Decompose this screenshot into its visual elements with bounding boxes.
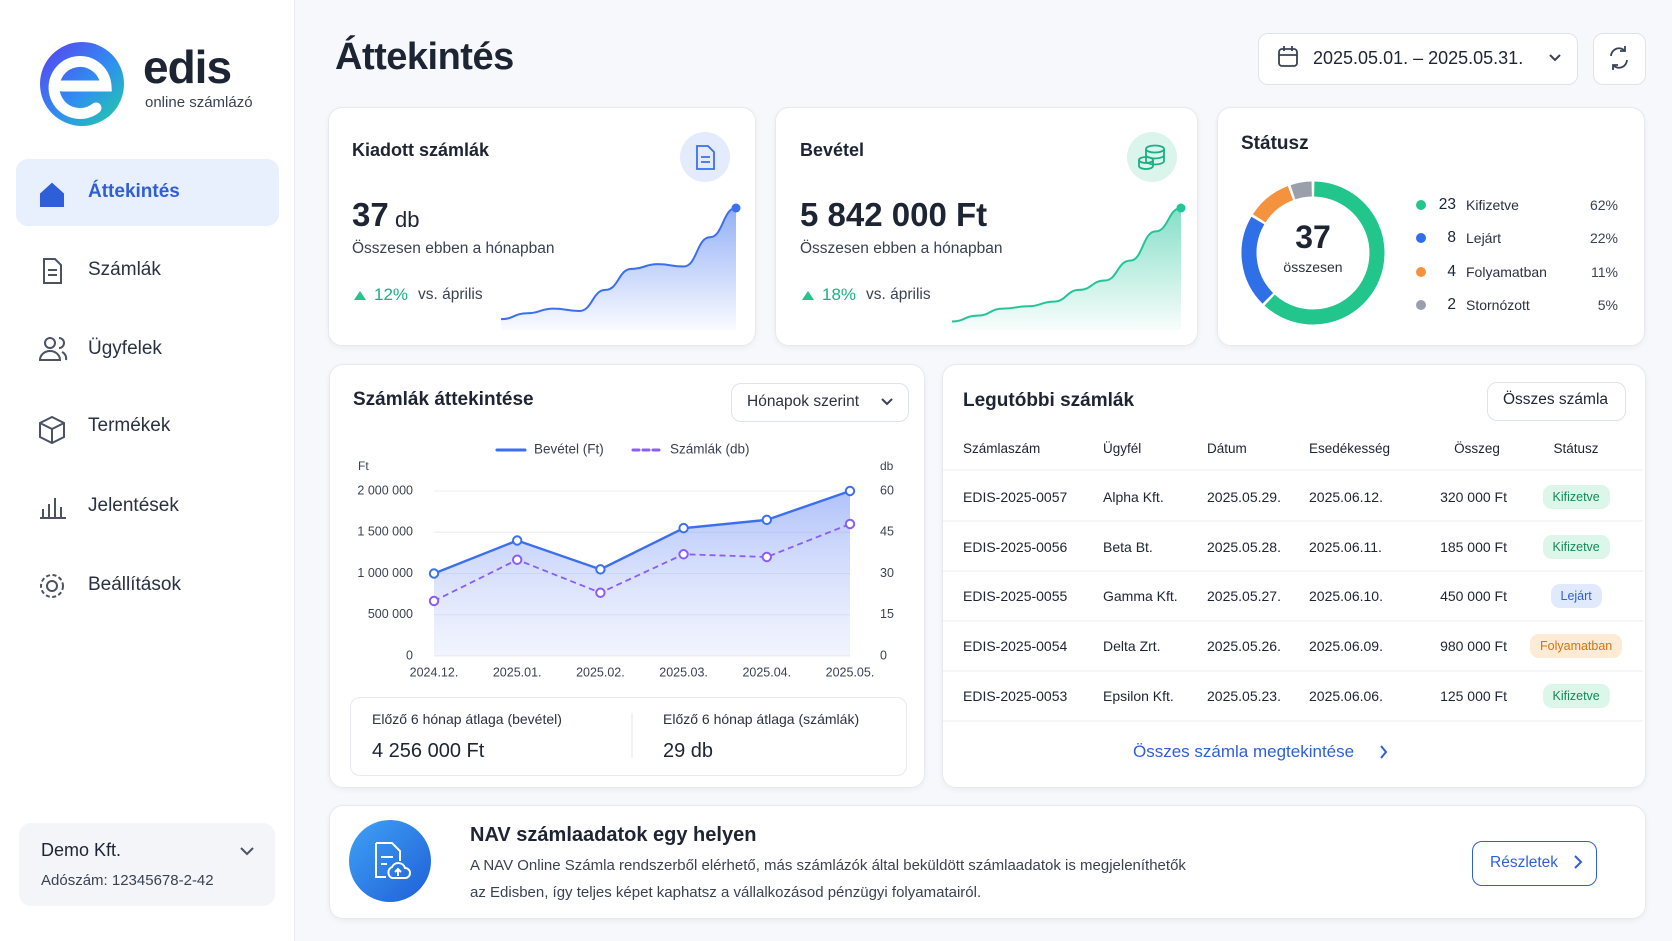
status-count: 8 xyxy=(1447,229,1456,246)
nav-item[interactable]: Termékek xyxy=(88,415,171,436)
sidebar xyxy=(0,0,295,941)
banner xyxy=(329,805,1646,919)
number-cell: EDIS-2025-0057 xyxy=(963,489,1068,505)
date-cell: 2025.05.23. xyxy=(1207,688,1281,704)
column-header: Dátum xyxy=(1207,441,1247,456)
status-badge: Kifizetve xyxy=(1542,535,1610,559)
kpi-caption: Összesen ebben a hónapban xyxy=(800,240,1003,257)
amount-cell: 320 000 Ft xyxy=(1440,489,1507,505)
status-label: Kifizetve xyxy=(1466,197,1519,213)
due-cell: 2025.06.10. xyxy=(1309,588,1383,604)
status-share: 11% xyxy=(1591,264,1618,280)
average-label: Előző 6 hónap átlaga (számlák) xyxy=(663,711,860,727)
kpi-title: Bevétel xyxy=(800,140,865,160)
chart-title: Számlák áttekintése xyxy=(353,389,534,410)
date-cell: 2025.05.29. xyxy=(1207,489,1281,505)
status-share: 22% xyxy=(1589,230,1618,246)
number-cell: EDIS-2025-0056 xyxy=(963,539,1068,555)
company-switcher[interactable] xyxy=(19,823,275,906)
all-invoices-button[interactable] xyxy=(1487,382,1626,421)
status-share: 62% xyxy=(1589,197,1618,213)
status-count: 2 xyxy=(1447,296,1456,313)
kpi-change: 18% xyxy=(822,285,857,304)
date-cell: 2025.05.27. xyxy=(1207,588,1281,604)
nav-item[interactable]: Jelentések xyxy=(88,495,179,516)
number-cell: EDIS-2025-0053 xyxy=(963,688,1068,704)
due-cell: 2025.06.09. xyxy=(1309,638,1383,654)
banner-text: az Edisben, így teljes képet kaphatsz a … xyxy=(470,884,982,901)
kpi-comparison: vs. április xyxy=(866,286,931,303)
average-label: Előző 6 hónap átlaga (bevétel) xyxy=(372,711,562,727)
kpi-value: 5 842 000 Ft xyxy=(800,196,988,233)
column-header: Esedékesség xyxy=(1309,441,1391,456)
status-title: Státusz xyxy=(1241,133,1309,154)
button-label[interactable]: Részletek xyxy=(1490,854,1559,871)
status-badge: Kifizetve xyxy=(1542,684,1610,708)
brand-tagline: online számlázó xyxy=(145,94,253,111)
status-label: Stornózott xyxy=(1466,297,1530,313)
average-value: 4 256 000 Ft xyxy=(372,740,485,762)
client-cell: Gamma Kft. xyxy=(1103,588,1178,604)
client-cell: Beta Bt. xyxy=(1103,539,1153,555)
amount-cell: 450 000 Ft xyxy=(1440,588,1507,604)
nav-item[interactable]: Ügyfelek xyxy=(88,338,162,359)
number-cell: EDIS-2025-0055 xyxy=(963,588,1068,604)
kpi-value: 37 xyxy=(352,196,389,233)
page-title: Áttekintés xyxy=(335,36,514,78)
donut-total: 37 xyxy=(1295,219,1331,255)
averages-box xyxy=(350,697,907,776)
table-card xyxy=(942,364,1646,788)
number-cell: EDIS-2025-0054 xyxy=(963,638,1068,654)
kpi-unit: db xyxy=(395,207,420,232)
amount-cell: 125 000 Ft xyxy=(1440,688,1507,704)
kpi-change: 12% xyxy=(374,285,409,304)
donut-total-label: összesen xyxy=(1283,259,1343,275)
banner-title: NAV számlaadatok egy helyen xyxy=(470,824,757,846)
due-cell: 2025.06.11. xyxy=(1309,539,1382,555)
filter-dropdown[interactable] xyxy=(731,383,909,422)
status-share: 5% xyxy=(1597,297,1618,313)
kpi-comparison: vs. április xyxy=(418,286,483,303)
status-label: Folyamatban xyxy=(1466,264,1547,280)
nav-item[interactable]: Számlák xyxy=(88,259,161,280)
filter-label[interactable]: Hónapok szerint xyxy=(747,393,860,410)
column-header: Összeg xyxy=(1454,441,1500,456)
average-value: 29 db xyxy=(663,740,714,762)
nav-item[interactable]: Beállítások xyxy=(88,574,181,595)
client-cell: Delta Zrt. xyxy=(1103,638,1161,654)
status-badge: Folyamatban xyxy=(1530,634,1623,658)
company-tax-id: Adószám: 12345678-2-42 xyxy=(41,872,214,889)
date-picker[interactable] xyxy=(1258,33,1578,85)
status-count: 4 xyxy=(1447,263,1456,280)
nav-item[interactable]: Áttekintés xyxy=(88,181,180,202)
status-label: Lejárt xyxy=(1466,230,1502,246)
column-header: Számlaszám xyxy=(963,441,1041,456)
column-header: Státusz xyxy=(1553,441,1599,456)
client-cell: Epsilon Kft. xyxy=(1103,688,1174,704)
status-count: 23 xyxy=(1438,196,1456,213)
date-range[interactable]: 2025.05.01. – 2025.05.31. xyxy=(1313,48,1524,68)
company-name: Demo Kft. xyxy=(41,840,122,860)
table-title: Legutóbbi számlák xyxy=(963,390,1135,411)
kpi-title: Kiadott számlák xyxy=(352,140,490,160)
banner-text: A NAV Online Számla rendszerből elérhető… xyxy=(470,857,1186,874)
status-badge: Lejárt xyxy=(1550,584,1602,608)
client-cell: Alpha Kft. xyxy=(1103,489,1164,505)
amount-cell: 980 000 Ft xyxy=(1440,638,1507,654)
kpi-caption: Összesen ebben a hónapban xyxy=(352,240,555,257)
button-label[interactable]: Összes számla xyxy=(1502,391,1609,408)
amount-cell: 185 000 Ft xyxy=(1440,539,1507,555)
due-cell: 2025.06.06. xyxy=(1309,688,1383,704)
date-cell: 2025.05.28. xyxy=(1207,539,1281,555)
due-cell: 2025.06.12. xyxy=(1309,489,1383,505)
column-header: Ügyfél xyxy=(1103,441,1142,456)
view-all-link[interactable]: Összes számla megtekintése xyxy=(1133,742,1355,761)
status-badge: Kifizetve xyxy=(1542,485,1610,509)
refresh-button[interactable] xyxy=(1593,33,1646,85)
date-cell: 2025.05.26. xyxy=(1207,638,1281,654)
brand-name: edis xyxy=(143,41,232,93)
